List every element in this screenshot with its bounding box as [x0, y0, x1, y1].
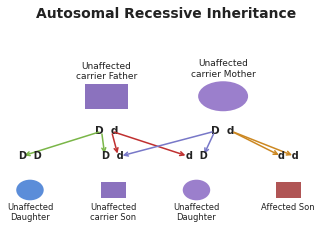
- Text: D  d: D d: [102, 151, 124, 161]
- Ellipse shape: [183, 180, 210, 200]
- Ellipse shape: [16, 180, 44, 200]
- Text: Affected Son: Affected Son: [261, 203, 315, 212]
- Text: D  d: D d: [211, 126, 235, 136]
- Text: Unaffected
Daughter: Unaffected Daughter: [7, 203, 53, 222]
- Text: d  d: d d: [278, 151, 298, 161]
- Text: Unaffected
carrier Mother: Unaffected carrier Mother: [191, 59, 255, 79]
- Bar: [101, 182, 126, 198]
- Bar: [85, 84, 128, 109]
- Text: Unaffected
Daughter: Unaffected Daughter: [173, 203, 220, 222]
- Text: d  D: d D: [185, 151, 207, 161]
- Text: D  D: D D: [19, 151, 41, 161]
- Bar: [276, 182, 300, 198]
- Text: D  d: D d: [95, 126, 118, 136]
- Text: Unaffected
carrier Father: Unaffected carrier Father: [76, 62, 137, 81]
- Text: Unaffected
carrier Son: Unaffected carrier Son: [90, 203, 137, 222]
- Text: Autosomal Recessive Inheritance: Autosomal Recessive Inheritance: [36, 8, 297, 22]
- Ellipse shape: [198, 81, 248, 111]
